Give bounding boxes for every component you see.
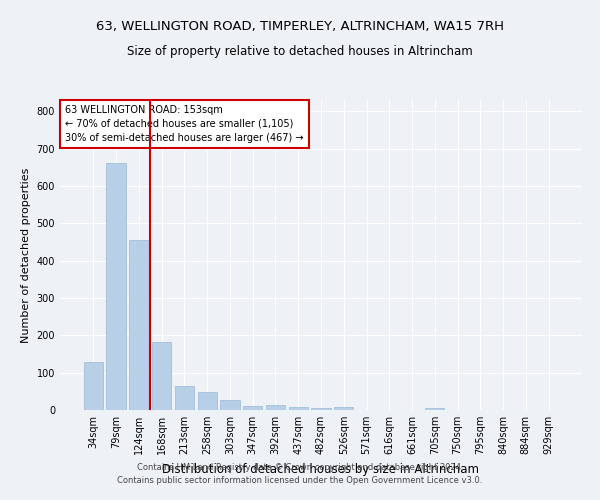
X-axis label: Distribution of detached houses by size in Altrincham: Distribution of detached houses by size … bbox=[163, 462, 479, 475]
Bar bbox=[425, 408, 445, 410]
Bar bbox=[84, 362, 103, 410]
Bar bbox=[289, 407, 308, 410]
Bar bbox=[152, 342, 172, 410]
Bar bbox=[311, 408, 331, 410]
Bar bbox=[106, 164, 126, 410]
Bar bbox=[334, 407, 353, 410]
Bar bbox=[220, 400, 239, 410]
Text: Contains HM Land Registry data © Crown copyright and database right 2024.
Contai: Contains HM Land Registry data © Crown c… bbox=[118, 464, 482, 485]
Y-axis label: Number of detached properties: Number of detached properties bbox=[21, 168, 31, 342]
Bar bbox=[175, 386, 194, 410]
Bar bbox=[243, 406, 262, 410]
Bar bbox=[266, 405, 285, 410]
Bar bbox=[129, 240, 149, 410]
Text: 63, WELLINGTON ROAD, TIMPERLEY, ALTRINCHAM, WA15 7RH: 63, WELLINGTON ROAD, TIMPERLEY, ALTRINCH… bbox=[96, 20, 504, 33]
Text: 63 WELLINGTON ROAD: 153sqm
← 70% of detached houses are smaller (1,105)
30% of s: 63 WELLINGTON ROAD: 153sqm ← 70% of deta… bbox=[65, 104, 304, 142]
Text: Size of property relative to detached houses in Altrincham: Size of property relative to detached ho… bbox=[127, 45, 473, 58]
Bar bbox=[197, 392, 217, 410]
